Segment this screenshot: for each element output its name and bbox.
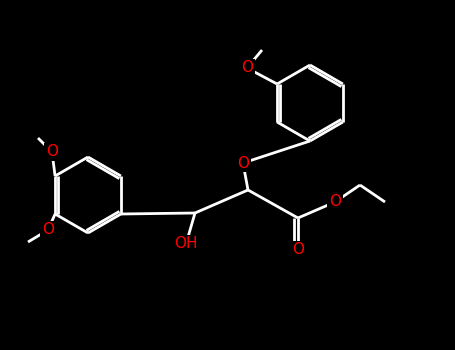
Text: O: O <box>237 155 249 170</box>
Text: O: O <box>42 223 54 238</box>
Text: O: O <box>292 243 304 258</box>
Text: O: O <box>46 145 58 160</box>
Text: O: O <box>241 61 253 76</box>
Text: O: O <box>329 195 341 210</box>
Text: OH: OH <box>174 237 198 252</box>
